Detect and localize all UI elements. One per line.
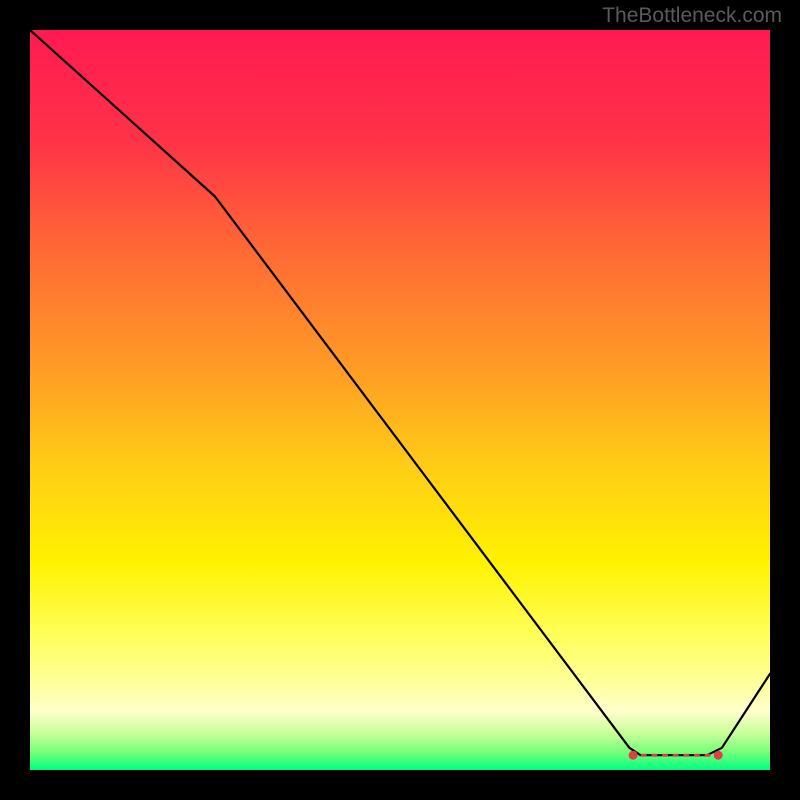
watermark-text: TheBottleneck.com: [602, 4, 782, 28]
plot-area: [30, 30, 770, 770]
marker-group: [629, 751, 723, 760]
chart-overlay: [30, 30, 770, 770]
chart-line: [30, 30, 770, 755]
chart-container: TheBottleneck.com: [0, 0, 800, 800]
